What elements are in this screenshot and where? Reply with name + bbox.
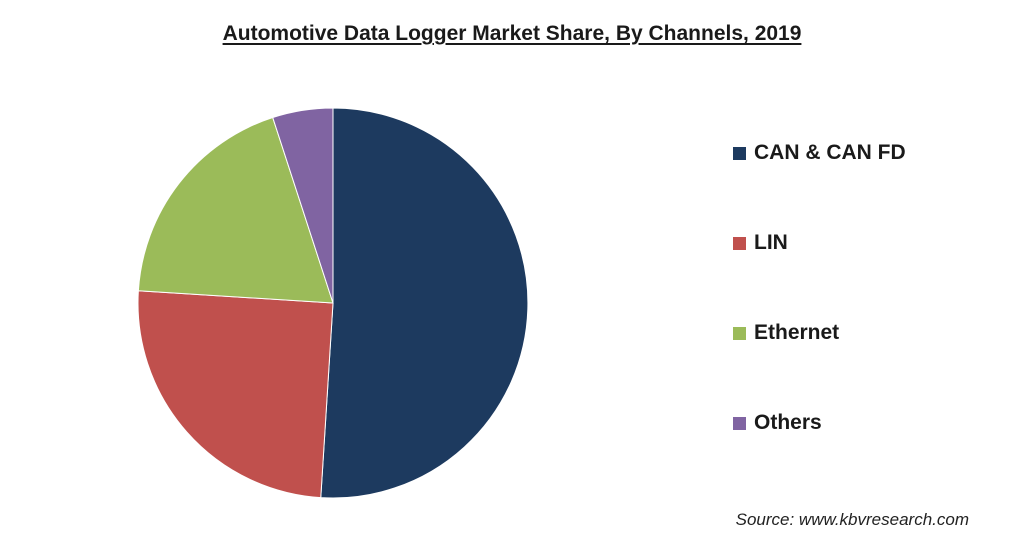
pie-slice-can-can-fd bbox=[320, 107, 529, 499]
legend-label-lin: LIN bbox=[754, 231, 788, 254]
chart-legend: CAN & CAN FD LIN Ethernet Others bbox=[733, 138, 906, 498]
legend-item-lin: LIN bbox=[733, 228, 906, 258]
chart-title: Automotive Data Logger Market Share, By … bbox=[0, 22, 1024, 46]
legend-swatch-lin bbox=[733, 236, 746, 250]
legend-swatch-others bbox=[733, 416, 746, 430]
chart-source: Source: www.kbvresearch.com bbox=[735, 510, 969, 529]
legend-item-others: Others bbox=[733, 408, 906, 438]
pie-slice-ethernet bbox=[137, 116, 334, 304]
legend-label-ethernet: Ethernet bbox=[754, 321, 840, 344]
pie-slice-others bbox=[272, 107, 334, 304]
legend-label-can-can-fd: CAN & CAN FD bbox=[754, 141, 906, 164]
pie-slice-lin bbox=[137, 290, 334, 499]
legend-item-ethernet: Ethernet bbox=[733, 318, 906, 348]
legend-swatch-can-can-fd bbox=[733, 146, 746, 160]
legend-item-can-can-fd: CAN & CAN FD bbox=[733, 138, 906, 168]
legend-swatch-ethernet bbox=[733, 326, 746, 340]
chart-title-text: Automotive Data Logger Market Share, By … bbox=[222, 22, 802, 45]
legend-label-others: Others bbox=[754, 411, 822, 434]
